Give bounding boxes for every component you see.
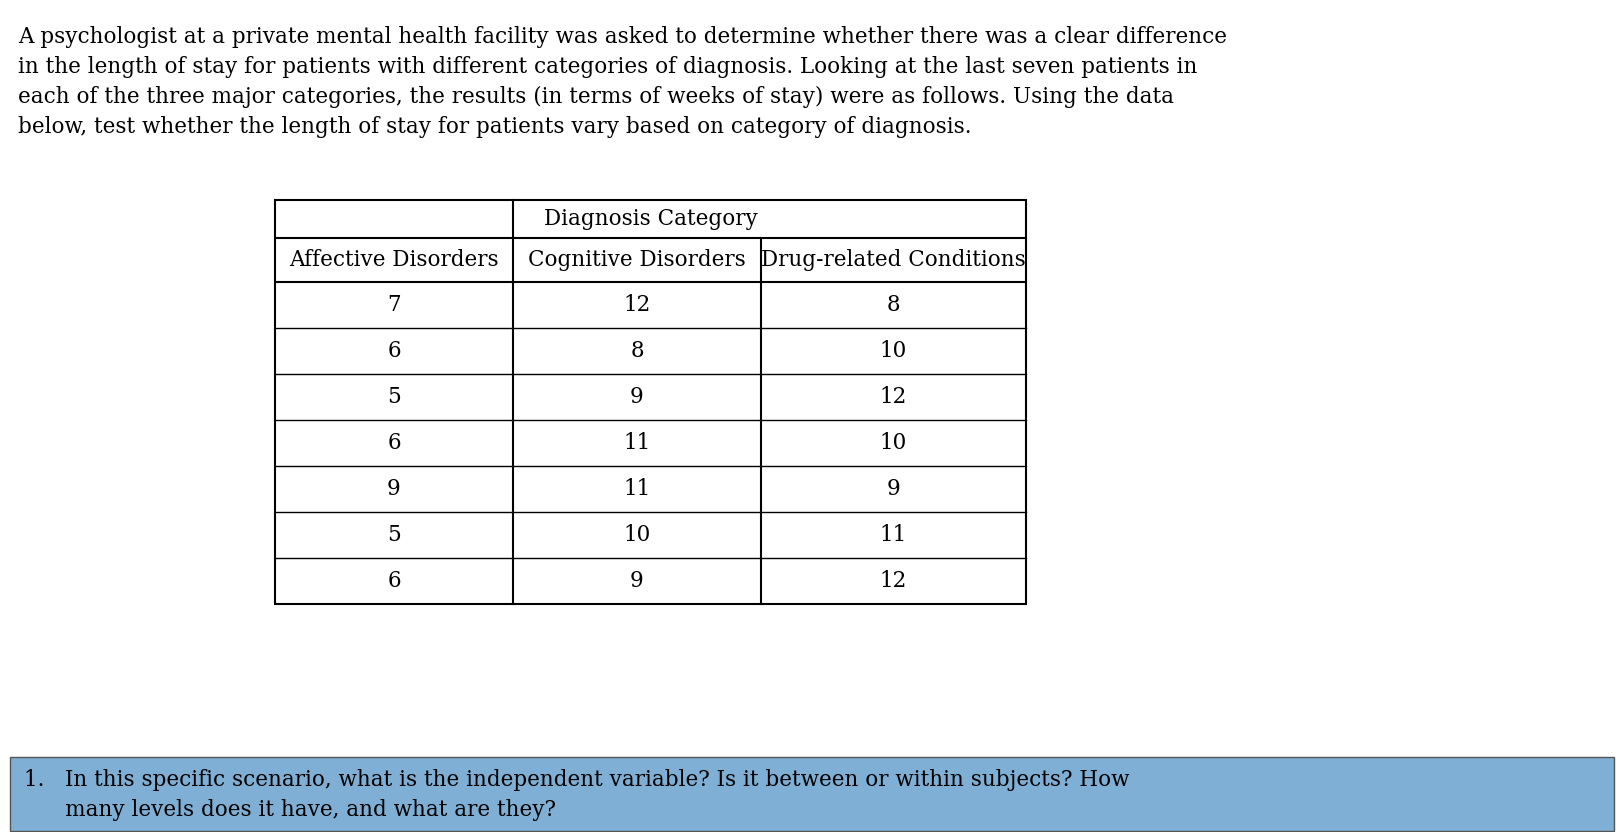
Text: 10: 10 (623, 524, 651, 546)
Text: 6: 6 (386, 340, 401, 362)
Text: 12: 12 (623, 294, 651, 316)
Text: 11: 11 (880, 524, 907, 546)
Text: 7: 7 (386, 294, 401, 316)
Text: 9: 9 (886, 478, 899, 500)
Text: 6: 6 (386, 570, 401, 592)
Text: A psychologist at a private mental health facility was asked to determine whethe: A psychologist at a private mental healt… (18, 26, 1227, 48)
Text: 10: 10 (880, 340, 907, 362)
Text: in the length of stay for patients with different categories of diagnosis. Looki: in the length of stay for patients with … (18, 56, 1196, 78)
Text: 5: 5 (386, 524, 401, 546)
Text: 11: 11 (623, 478, 651, 500)
Text: 6: 6 (386, 432, 401, 454)
Text: 1.   In this specific scenario, what is the independent variable? Is it between : 1. In this specific scenario, what is th… (24, 769, 1130, 791)
Bar (10, 757, 1613, 831)
Text: 9: 9 (630, 570, 643, 592)
Text: Affective Disorders: Affective Disorders (289, 249, 498, 271)
Text: 11: 11 (623, 432, 651, 454)
Text: 9: 9 (630, 386, 643, 408)
Text: 5: 5 (386, 386, 401, 408)
Text: Cognitive Disorders: Cognitive Disorders (527, 249, 745, 271)
Text: 9: 9 (386, 478, 401, 500)
Bar (274, 200, 1026, 604)
Text: 12: 12 (880, 570, 907, 592)
Text: Diagnosis Category: Diagnosis Category (544, 208, 756, 230)
Text: Drug-related Conditions: Drug-related Conditions (761, 249, 1026, 271)
Text: 8: 8 (630, 340, 643, 362)
Text: many levels does it have, and what are they?: many levels does it have, and what are t… (24, 799, 555, 821)
Text: below, test whether the length of stay for patients vary based on category of di: below, test whether the length of stay f… (18, 116, 971, 138)
Text: 12: 12 (880, 386, 907, 408)
Text: 8: 8 (886, 294, 899, 316)
Text: 10: 10 (880, 432, 907, 454)
Text: each of the three major categories, the results (in terms of weeks of stay) were: each of the three major categories, the … (18, 86, 1173, 108)
